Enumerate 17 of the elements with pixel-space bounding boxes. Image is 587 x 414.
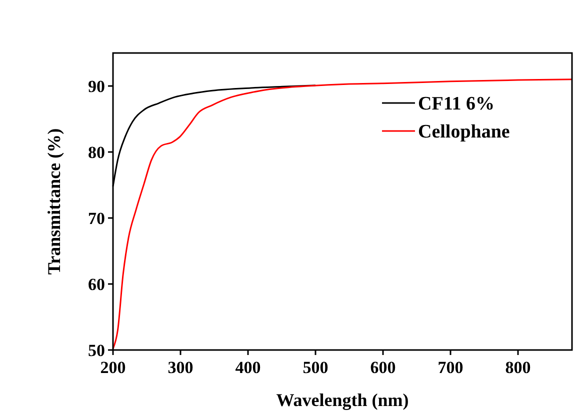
line-series [112, 78, 573, 350]
y-axis-title: Transmittance (%) [44, 128, 64, 275]
x-tick-label: 700 [438, 358, 464, 377]
x-tick-label: 800 [505, 358, 531, 377]
y-tick-label: 80 [88, 142, 105, 162]
y-tick-label: 70 [88, 208, 105, 228]
y-tick-label: 90 [88, 76, 105, 96]
legend-label: Cellophane [418, 122, 510, 143]
x-tick-label: 300 [168, 358, 194, 377]
x-tick-label: 600 [370, 358, 396, 377]
x-tick-label: 200 [100, 358, 126, 377]
x-tick-label: 400 [235, 358, 261, 377]
y-tick-label: 50 [88, 340, 105, 360]
x-axis-title: Wavelength (nm) [276, 390, 409, 410]
x-tick-label: 500 [302, 358, 328, 377]
legend-label: CF11 6% [418, 94, 495, 115]
y-tick-label: 60 [88, 274, 105, 294]
